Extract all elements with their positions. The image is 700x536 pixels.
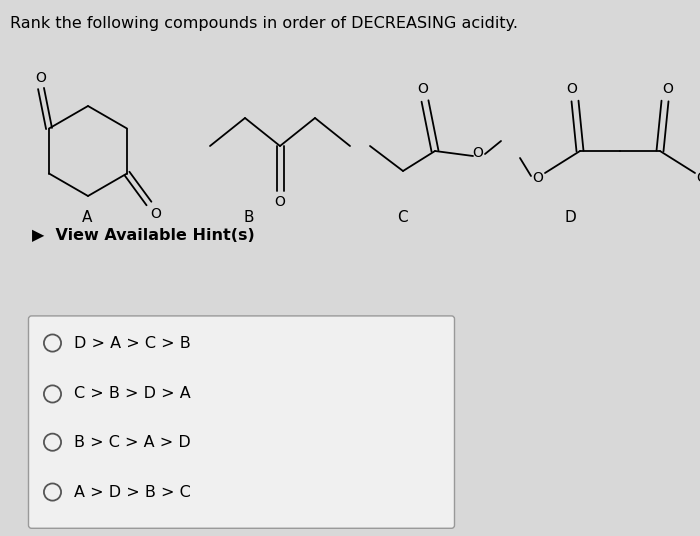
Text: B: B bbox=[244, 210, 253, 225]
Text: C: C bbox=[397, 210, 408, 225]
Circle shape bbox=[44, 334, 61, 352]
Text: O: O bbox=[663, 82, 673, 96]
Text: O: O bbox=[566, 82, 578, 96]
FancyBboxPatch shape bbox=[29, 316, 454, 528]
Text: O: O bbox=[696, 171, 700, 185]
Text: O: O bbox=[36, 71, 46, 86]
Circle shape bbox=[44, 483, 61, 501]
Text: O: O bbox=[473, 146, 484, 160]
Text: ▶  View Available Hint(s): ▶ View Available Hint(s) bbox=[32, 228, 254, 243]
Text: C > B > D > A: C > B > D > A bbox=[74, 386, 190, 401]
Text: A > D > B > C: A > D > B > C bbox=[74, 485, 190, 500]
Text: B > C > A > D: B > C > A > D bbox=[74, 435, 190, 450]
Text: A: A bbox=[83, 210, 92, 225]
Circle shape bbox=[44, 434, 61, 451]
Text: O: O bbox=[533, 171, 543, 185]
Text: O: O bbox=[418, 82, 428, 96]
Circle shape bbox=[44, 385, 61, 403]
Text: Rank the following compounds in order of DECREASING acidity.: Rank the following compounds in order of… bbox=[10, 16, 518, 31]
Text: O: O bbox=[150, 206, 162, 220]
Text: O: O bbox=[274, 195, 286, 209]
Text: D > A > C > B: D > A > C > B bbox=[74, 336, 190, 351]
Text: D: D bbox=[565, 210, 576, 225]
